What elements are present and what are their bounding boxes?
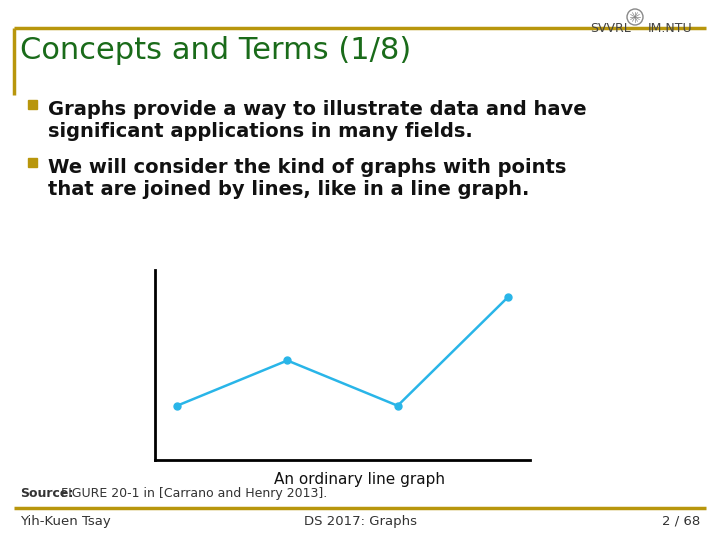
Text: IM.NTU: IM.NTU bbox=[648, 22, 693, 35]
Text: We will consider the kind of graphs with points: We will consider the kind of graphs with… bbox=[48, 158, 567, 177]
Text: Source:: Source: bbox=[20, 487, 73, 500]
Bar bbox=[28, 158, 37, 167]
Text: An ordinary line graph: An ordinary line graph bbox=[274, 472, 446, 487]
Text: that are joined by lines, like in a line graph.: that are joined by lines, like in a line… bbox=[48, 180, 529, 199]
Text: Concepts and Terms (1/8): Concepts and Terms (1/8) bbox=[20, 36, 411, 65]
Text: SVVRL: SVVRL bbox=[590, 22, 631, 35]
Text: FIGURE 20-1 in [Carrano and Henry 2013].: FIGURE 20-1 in [Carrano and Henry 2013]. bbox=[57, 487, 328, 500]
Text: significant applications in many fields.: significant applications in many fields. bbox=[48, 122, 473, 141]
Text: DS 2017: Graphs: DS 2017: Graphs bbox=[304, 515, 416, 528]
Bar bbox=[28, 100, 37, 109]
Text: Yih-Kuen Tsay: Yih-Kuen Tsay bbox=[20, 515, 111, 528]
Text: Graphs provide a way to illustrate data and have: Graphs provide a way to illustrate data … bbox=[48, 100, 587, 119]
Text: 2 / 68: 2 / 68 bbox=[662, 515, 700, 528]
